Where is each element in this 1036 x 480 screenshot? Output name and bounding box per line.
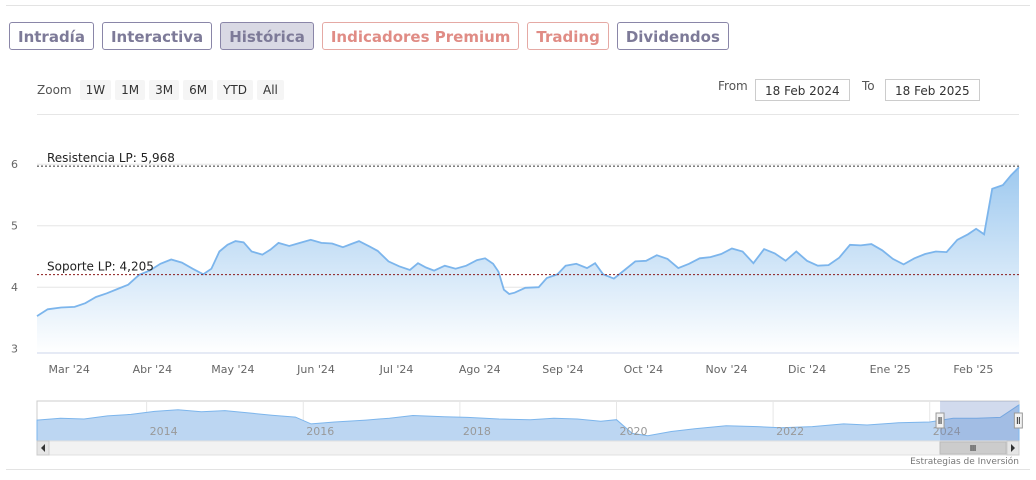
- scrollbar-track[interactable]: [36, 440, 1020, 456]
- x-tick-label: Abr '24: [133, 363, 173, 376]
- zoom-divider: [37, 114, 1019, 115]
- y-tick-label: 6: [11, 158, 18, 171]
- x-tick-label: Feb '25: [953, 363, 993, 376]
- tab-hist-rica[interactable]: Histórica: [220, 22, 314, 50]
- zoom-label: Zoom: [37, 83, 72, 97]
- x-tick-label: Jun '24: [296, 363, 335, 376]
- navigator-right-handle[interactable]: [1013, 412, 1023, 429]
- support-label: Soporte LP: 4,205: [47, 260, 154, 274]
- x-tick-label: Jul '24: [379, 363, 414, 376]
- to-date-input[interactable]: 18 Feb 2025: [885, 79, 980, 101]
- x-tick-label: Ene '25: [870, 363, 911, 376]
- navigator-tick-label: 2020: [619, 425, 647, 438]
- zoom-1m-button[interactable]: 1M: [115, 80, 146, 100]
- x-tick-label: Ago '24: [459, 363, 501, 376]
- y-tick-label: 3: [11, 343, 18, 356]
- tab-dividendos[interactable]: Dividendos: [616, 22, 729, 50]
- zoom-1w-button[interactable]: 1W: [79, 80, 112, 100]
- zoom-ytd-button[interactable]: YTD: [217, 80, 253, 100]
- tab-indicadores-premium[interactable]: Indicadores Premium: [321, 22, 520, 50]
- top-divider: [6, 5, 1030, 6]
- tab-trading[interactable]: Trading: [527, 22, 609, 50]
- navigator-area: [36, 403, 1020, 442]
- chart-tabs: Intradía Interactiva Histórica Indicadores …: [9, 22, 729, 50]
- price-chart: Resistencia LP: 5,968 Soporte LP: 4,205 3…: [11, 151, 1020, 376]
- navigator-tick-label: 2022: [776, 425, 804, 438]
- from-label: From: [718, 79, 748, 93]
- y-tick-label: 5: [11, 220, 18, 233]
- x-tick-label: Dic '24: [788, 363, 826, 376]
- x-tick-label: May '24: [211, 363, 254, 376]
- chart-credit: Estrategias de Inversión: [910, 457, 1019, 467]
- scroll-right-arrow-icon: [1011, 444, 1015, 452]
- navigator-selected-range[interactable]: [940, 401, 1019, 441]
- tab-interactiva[interactable]: Interactiva: [101, 22, 213, 50]
- zoom-all-button[interactable]: All: [257, 80, 284, 100]
- scroll-left-arrow-icon: [41, 444, 45, 452]
- to-label: To: [862, 79, 875, 93]
- price-area-fill: [37, 167, 1019, 353]
- resistance-label: Resistencia LP: 5,968: [47, 151, 175, 165]
- zoom-3m-button[interactable]: 3M: [149, 80, 180, 100]
- navigator-tick-label: 2014: [150, 425, 178, 438]
- navigator-tick-label: 2016: [306, 425, 334, 438]
- tab-intrad-a[interactable]: Intradía: [9, 22, 94, 50]
- y-tick-label: 4: [11, 281, 18, 294]
- scrollbar-grip-icon: [970, 445, 976, 451]
- navigator-left-handle[interactable]: [935, 412, 945, 429]
- x-tick-label: Oct '24: [624, 363, 664, 376]
- price-line: [36, 166, 1020, 317]
- navigator-tick-label: 2018: [463, 425, 491, 438]
- from-date-input[interactable]: 18 Feb 2024: [755, 79, 850, 101]
- zoom-6m-button[interactable]: 6M: [183, 80, 214, 100]
- x-tick-label: Nov '24: [706, 363, 748, 376]
- x-tick-label: Mar '24: [49, 363, 90, 376]
- x-tick-label: Sep '24: [542, 363, 583, 376]
- zoom-selector: Zoom 1W 1M 3M 6M YTD All: [37, 80, 284, 100]
- navigator[interactable]: 201420162018202020222024: [0, 398, 1036, 458]
- bottom-divider: [6, 469, 1030, 470]
